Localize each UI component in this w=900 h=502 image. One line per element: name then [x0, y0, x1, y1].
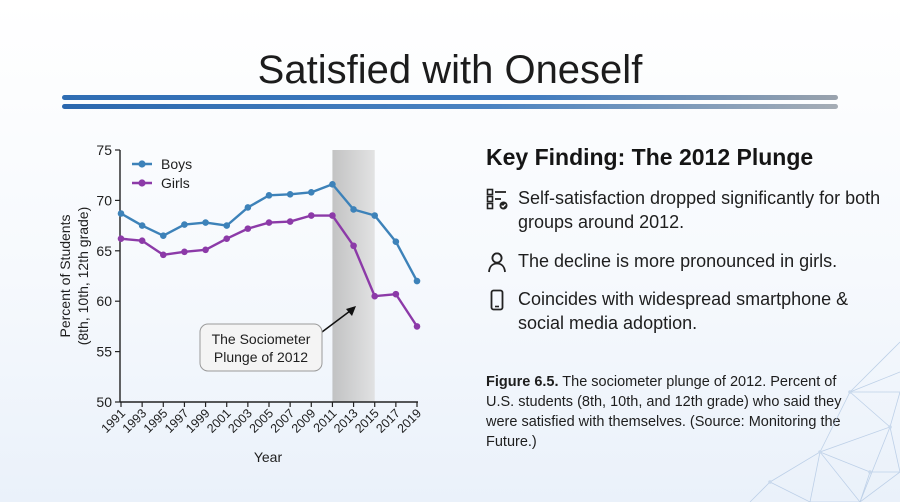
data-point-girls [371, 292, 379, 300]
data-point-boys [392, 238, 400, 246]
y-tick-label: 55 [96, 344, 112, 360]
page-title: Satisfied with Oneself [257, 48, 643, 92]
legend-label-boys: Boys [161, 156, 192, 172]
finding-text: The decline is more pronounced in girls. [518, 251, 838, 271]
finding-bullet-smartphone: Coincides with widespread smartphone & s… [486, 287, 886, 335]
data-point-girls [286, 218, 294, 225]
legend-label-girls: Girls [161, 175, 190, 191]
line-chart: 5055606570751991199319951997199920012003… [57, 142, 425, 465]
finding-text: Self-satisfaction dropped significantly … [518, 188, 881, 232]
data-point-boys [350, 206, 357, 213]
annotation-text-line1: The Sociometer [212, 331, 311, 347]
data-point-boys [159, 232, 167, 239]
person-icon [488, 252, 506, 273]
finding-bullet-drop: Self-satisfaction dropped significantly … [486, 186, 886, 234]
y-tick-label: 75 [96, 142, 112, 158]
annotation-arrowhead [346, 306, 356, 316]
data-point-boys [307, 189, 315, 196]
caption-text: The sociometer plunge of 2012. Percent o… [486, 374, 842, 450]
data-point-boys [223, 222, 231, 229]
figure-caption: Figure 6.5. The sociometer plunge of 201… [486, 372, 856, 452]
data-point-girls [307, 212, 315, 219]
data-point-boys [286, 191, 294, 198]
data-point-girls [244, 225, 252, 232]
data-point-boys [265, 192, 273, 199]
y-tick-label: 65 [96, 243, 112, 259]
data-point-girls [117, 235, 125, 243]
y-axis-title-sub: (8th, 10th, 12th grade) [75, 207, 91, 346]
data-point-girls [138, 237, 146, 245]
data-point-boys [329, 180, 336, 188]
figure-label: Figure 6.5. [486, 374, 559, 390]
title-divider-bottom [62, 104, 838, 109]
decorative-network-graphic [749, 341, 900, 502]
legend-marker-girls [138, 179, 146, 187]
data-point-boys [138, 222, 146, 229]
annotation-arrow-line [321, 310, 351, 333]
data-point-girls [223, 235, 231, 243]
data-point-boys [202, 219, 209, 226]
data-point-girls [413, 323, 421, 330]
x-tick-label: 2019 [395, 406, 425, 436]
data-point-boys [181, 221, 188, 228]
annotation-text-line2: Plunge of 2012 [214, 349, 308, 365]
annotation-box [199, 323, 323, 372]
smartphone-icon [490, 289, 504, 311]
data-point-girls [159, 251, 167, 259]
data-point-girls [181, 248, 188, 256]
data-point-girls [329, 212, 336, 219]
highlight-band [332, 150, 375, 402]
legend-marker-boys [138, 160, 146, 168]
x-axis-title: Year [254, 449, 283, 465]
data-point-girls [202, 246, 209, 254]
data-point-girls [392, 290, 400, 298]
data-point-boys [371, 212, 379, 219]
finding-bullet-girls: The decline is more pronounced in girls. [486, 249, 886, 273]
finding-text: Coincides with widespread smartphone & s… [518, 289, 849, 333]
y-tick-label: 50 [96, 394, 112, 410]
title-divider-top [62, 95, 838, 100]
data-point-boys [413, 277, 421, 285]
y-tick-label: 70 [96, 192, 112, 208]
data-point-boys [244, 204, 252, 211]
checklist-icon [486, 188, 508, 210]
key-finding-heading: Key Finding: The 2012 Plunge [486, 144, 814, 170]
data-point-girls [350, 242, 357, 250]
y-axis-title: Percent of Students [57, 215, 73, 338]
data-point-girls [265, 219, 273, 226]
data-point-boys [117, 210, 125, 217]
y-tick-label: 60 [96, 293, 112, 309]
